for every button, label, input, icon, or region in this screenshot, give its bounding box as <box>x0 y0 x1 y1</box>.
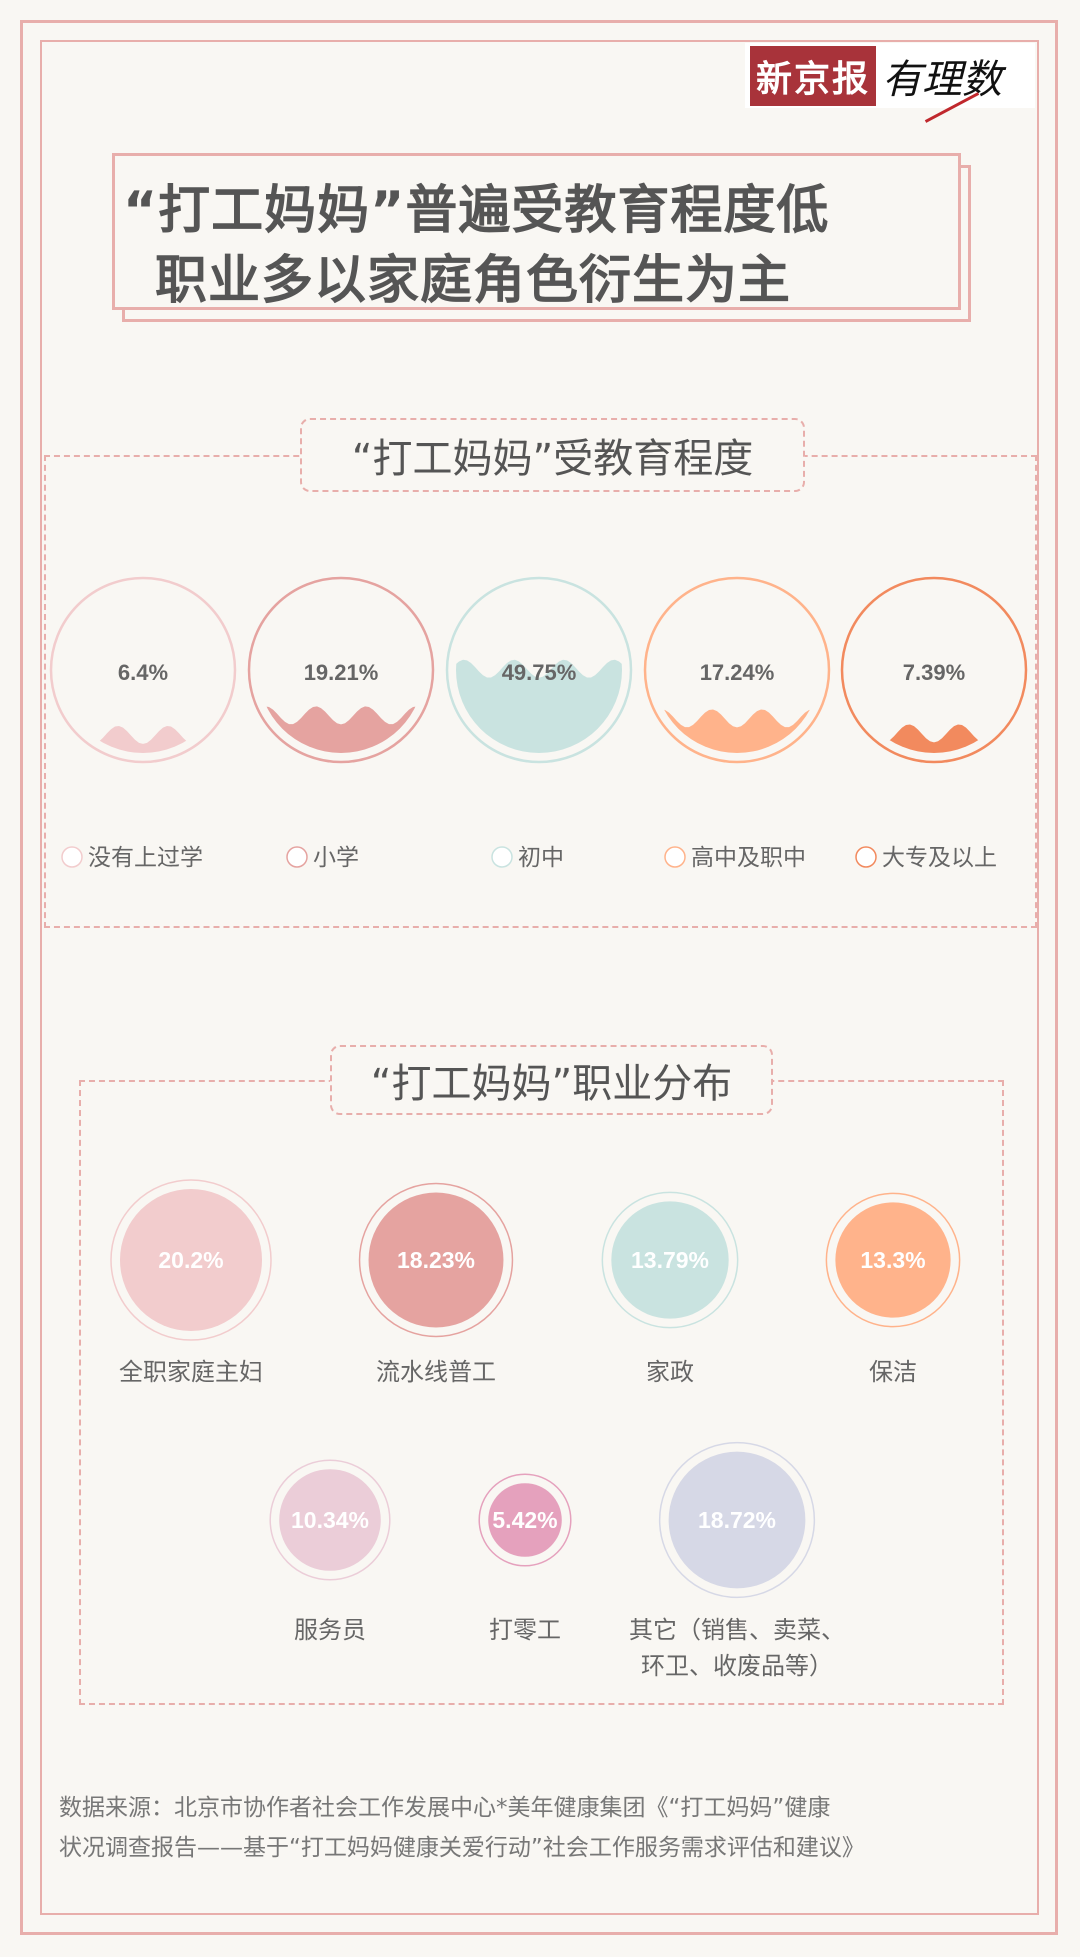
page-title-line1: “打工妈妈”普遍受教育程度低 <box>123 181 830 241</box>
legend-marker <box>491 846 513 868</box>
education-title: “打工妈妈”受教育程度 <box>300 418 805 492</box>
bubble-category-label: 流水线普工 <box>376 1359 496 1386</box>
gauge-value-label: 19.21% <box>304 660 379 685</box>
gauge-value-label: 6.4% <box>118 660 168 685</box>
source-line2: 状况调查报告——基于“打工妈妈健康关爱行动”社会工作服务需求评估和建议》 <box>59 1835 865 1861</box>
bubble <box>279 1469 381 1571</box>
gauge-ring <box>840 576 1028 764</box>
bubble-value-label: 13.3% <box>860 1247 925 1273</box>
logo-brand: 新京报 <box>750 45 877 106</box>
title-box: “打工妈妈”普遍受教育程度低 职业多以家庭角色衍生为主 <box>112 153 961 311</box>
bubble-value-label: 18.72% <box>698 1507 776 1533</box>
gauge-ring <box>247 576 435 764</box>
legend-marker <box>855 846 877 868</box>
gauge-fill <box>60 725 226 753</box>
bubble <box>611 1201 729 1319</box>
logo: 新京报 有理数 <box>745 43 1035 108</box>
bubble-value-label: 20.2% <box>158 1247 223 1273</box>
gauge-ring <box>643 576 831 764</box>
bubble-category-label: 环卫、收废品等） <box>641 1653 833 1680</box>
bubble-category-label: 全职家庭主妇 <box>119 1359 263 1386</box>
bubble <box>119 1188 263 1332</box>
bubble-category-label: 其它（销售、卖菜、 <box>629 1617 845 1644</box>
gauge-value-label: 17.24% <box>700 660 775 685</box>
gauge-value-label: 49.75% <box>502 660 577 685</box>
bubble-value-label: 5.42% <box>492 1507 557 1533</box>
legend-label: 大专及以上 <box>882 844 997 870</box>
legend-marker <box>286 846 308 868</box>
gauge-fill <box>851 724 1017 753</box>
gauge-ring <box>49 576 237 764</box>
bubble <box>488 1483 562 1557</box>
gauge-value-label: 7.39% <box>903 660 965 685</box>
outer-frame <box>20 20 1058 1935</box>
bubble-category-label: 服务员 <box>294 1617 366 1644</box>
bubble-category-label: 保洁 <box>869 1359 917 1386</box>
logo-column: 有理数 <box>882 47 1002 105</box>
bubble-value-label: 18.23% <box>397 1247 475 1273</box>
legend-marker <box>664 846 686 868</box>
legend-label: 初中 <box>518 844 564 870</box>
bubble-category-label: 家政 <box>646 1359 694 1386</box>
bubble-category-label: 打零工 <box>489 1617 561 1644</box>
bubble-value-label: 13.79% <box>631 1247 709 1273</box>
bubble-value-label: 10.34% <box>291 1507 369 1533</box>
legend-label: 高中及职中 <box>691 844 806 870</box>
legend-label: 没有上过学 <box>88 844 203 870</box>
page-title-line2: 职业多以家庭角色衍生为主 <box>155 251 792 311</box>
inner-frame <box>40 40 1039 1915</box>
legend-label: 小学 <box>313 844 359 870</box>
gauge-fill <box>456 659 622 753</box>
legend-marker <box>61 846 83 868</box>
bubble <box>668 1451 806 1589</box>
occupation-title: “打工妈妈”职业分布 <box>330 1045 773 1115</box>
source-line1: 数据来源：北京市协作者社会工作发展中心*美年健康集团《“打工妈妈”健康 <box>59 1795 831 1821</box>
gauge-ring <box>445 576 633 764</box>
bubble <box>835 1202 951 1318</box>
bubble <box>368 1192 504 1328</box>
